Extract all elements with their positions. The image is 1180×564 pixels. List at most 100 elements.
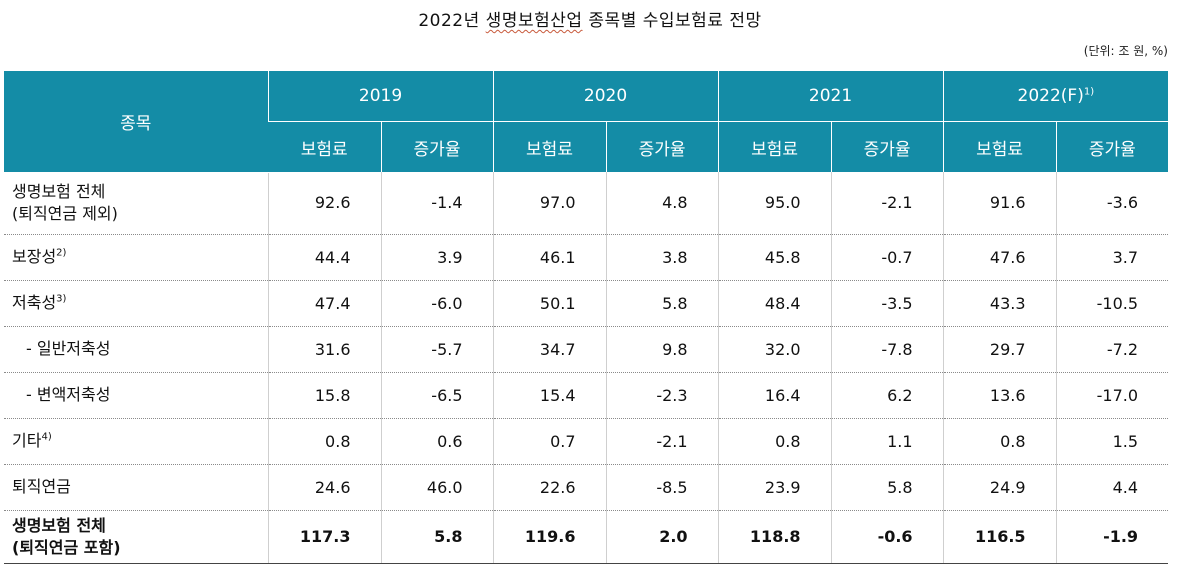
row-label: 보장성2) — [4, 234, 268, 281]
table-row: 퇴직연금 24.6 46.0 22.6 -8.5 23.9 5.8 24.9 4.4 — [4, 464, 1169, 511]
header-year-2020: 2020 — [492, 71, 719, 122]
premium-cell: 97.0 — [492, 172, 607, 235]
growth-cell: 4.8 — [605, 172, 719, 235]
table-body: 생명보험 전체 (퇴직연금 제외) 92.6 -1.4 97.0 4.8 95.0 -2.1 9… — [4, 172, 1169, 564]
growth-cell: 3.8 — [605, 234, 719, 281]
premium-cell: 34.7 — [492, 326, 607, 373]
row-label: 저축성3) — [4, 280, 268, 327]
header-growth: 증가율 — [605, 121, 719, 172]
premium-cell: 48.4 — [717, 280, 832, 327]
premium-cell: 50.1 — [492, 280, 607, 327]
table-row: 저축성3) 47.4 -6.0 50.1 5.8 48.4 -3.5 43.3 -10.5 — [4, 280, 1169, 327]
title-suffix: 종목별 수입보험료 전망 — [582, 11, 762, 31]
table-row: 생명보험 전체 (퇴직연금 제외) 92.6 -1.4 97.0 4.8 95.0 -2.1 9… — [4, 172, 1169, 235]
header-premium: 보험료 — [717, 121, 832, 172]
title-prefix: 2022년 — [418, 11, 486, 31]
growth-cell: -2.3 — [605, 372, 719, 419]
premium-cell: 24.6 — [267, 464, 381, 511]
growth-cell: 5.8 — [605, 280, 719, 327]
premium-cell: 15.4 — [492, 372, 607, 419]
premium-cell: 43.3 — [942, 280, 1057, 327]
growth-cell: -2.1 — [830, 172, 944, 235]
premium-cell: 47.6 — [942, 234, 1057, 281]
row-label: 생명보험 전체 (퇴직연금 포함) — [4, 510, 268, 564]
table-row: 기타4) 0.8 0.6 0.7 -2.1 0.8 1.1 0.8 1.5 — [4, 418, 1169, 465]
row-label: 기타4) — [4, 418, 268, 465]
row-label: - 변액저축성 — [4, 372, 268, 419]
growth-cell: 4.4 — [1055, 464, 1169, 511]
growth-cell: 0.6 — [380, 418, 494, 465]
premium-cell: 0.8 — [267, 418, 381, 465]
row-label: 생명보험 전체 (퇴직연금 제외) — [4, 172, 268, 235]
table-title: 2022년 생명보험산업 종목별 수입보험료 전망 — [0, 6, 1180, 31]
premium-cell: 24.9 — [942, 464, 1057, 511]
premium-cell: 15.8 — [267, 372, 381, 419]
growth-cell: 6.2 — [830, 372, 944, 419]
header-year-2022f: 2022(F)1) — [942, 71, 1169, 122]
premium-cell: 0.8 — [717, 418, 832, 465]
premium-cell: 45.8 — [717, 234, 832, 281]
growth-cell: 3.7 — [1055, 234, 1169, 281]
growth-cell: 5.8 — [380, 510, 494, 564]
growth-cell: -7.8 — [830, 326, 944, 373]
table-row: - 변액저축성 15.8 -6.5 15.4 -2.3 16.4 6.2 13.6 -17.0 — [4, 372, 1169, 419]
unit-note: (단위: 조 원, %) — [1083, 44, 1168, 58]
premium-cell: 23.9 — [717, 464, 832, 511]
premium-cell: 118.8 — [717, 510, 832, 564]
header-premium: 보험료 — [268, 121, 381, 172]
header-growth: 증가율 — [1055, 121, 1169, 172]
growth-cell: 5.8 — [830, 464, 944, 511]
growth-cell: 9.8 — [605, 326, 719, 373]
premium-cell: 46.1 — [492, 234, 607, 281]
growth-cell: -6.0 — [380, 280, 494, 327]
growth-cell: 46.0 — [380, 464, 494, 511]
premium-cell: 32.0 — [717, 326, 832, 373]
header-year-2019: 2019 — [267, 71, 494, 122]
premium-cell: 44.4 — [267, 234, 381, 281]
row-label: 퇴직연금 — [4, 464, 268, 511]
growth-cell: -1.4 — [380, 172, 494, 235]
table-row: 보장성2) 44.4 3.9 46.1 3.8 45.8 -0.7 47.6 3.7 — [4, 234, 1169, 281]
premium-cell: 0.8 — [942, 418, 1057, 465]
growth-cell: -0.7 — [830, 234, 944, 281]
growth-cell: -17.0 — [1055, 372, 1169, 419]
growth-cell: -3.5 — [830, 280, 944, 327]
premium-cell: 116.5 — [942, 510, 1057, 564]
growth-cell: -0.6 — [830, 510, 944, 564]
table-row: - 일반저축성 31.6 -5.7 34.7 9.8 32.0 -7.8 29.7 -7.2 — [4, 326, 1169, 373]
premium-cell: 16.4 — [717, 372, 832, 419]
premium-cell: 91.6 — [942, 172, 1057, 235]
growth-cell: 1.5 — [1055, 418, 1169, 465]
premium-table: 종목 2019 2020 2021 2022(F)1) 보험료 증가율 보험료 … — [4, 71, 1169, 564]
row-label: - 일반저축성 — [4, 326, 268, 373]
premium-cell: 119.6 — [492, 510, 607, 564]
title-underlined: 생명보험산업 — [485, 11, 583, 31]
header-growth: 증가율 — [380, 121, 494, 172]
growth-cell: 3.9 — [380, 234, 494, 281]
growth-cell: 2.0 — [605, 510, 719, 564]
premium-cell: 29.7 — [942, 326, 1057, 373]
premium-cell: 13.6 — [942, 372, 1057, 419]
header-year-2021: 2021 — [717, 71, 944, 122]
growth-cell: -5.7 — [380, 326, 494, 373]
header-category: 종목 — [4, 71, 268, 173]
growth-cell: -8.5 — [605, 464, 719, 511]
growth-cell: -6.5 — [380, 372, 494, 419]
header-premium: 보험료 — [942, 121, 1057, 172]
header-growth: 증가율 — [830, 121, 944, 172]
header-premium: 보험료 — [492, 121, 607, 172]
premium-cell: 92.6 — [267, 172, 381, 235]
growth-cell: -3.6 — [1055, 172, 1169, 235]
growth-cell: 1.1 — [830, 418, 944, 465]
premium-cell: 31.6 — [267, 326, 381, 373]
premium-cell: 0.7 — [492, 418, 607, 465]
growth-cell: -10.5 — [1055, 280, 1169, 327]
premium-cell: 117.3 — [267, 510, 381, 564]
growth-cell: -7.2 — [1055, 326, 1169, 373]
premium-cell: 22.6 — [492, 464, 607, 511]
growth-cell: -2.1 — [605, 418, 719, 465]
premium-cell: 47.4 — [267, 280, 381, 327]
table-row: 생명보험 전체 (퇴직연금 포함) 117.3 5.8 119.6 2.0 118.8 -0.… — [4, 510, 1169, 564]
growth-cell: -1.9 — [1055, 510, 1169, 564]
premium-cell: 95.0 — [717, 172, 832, 235]
